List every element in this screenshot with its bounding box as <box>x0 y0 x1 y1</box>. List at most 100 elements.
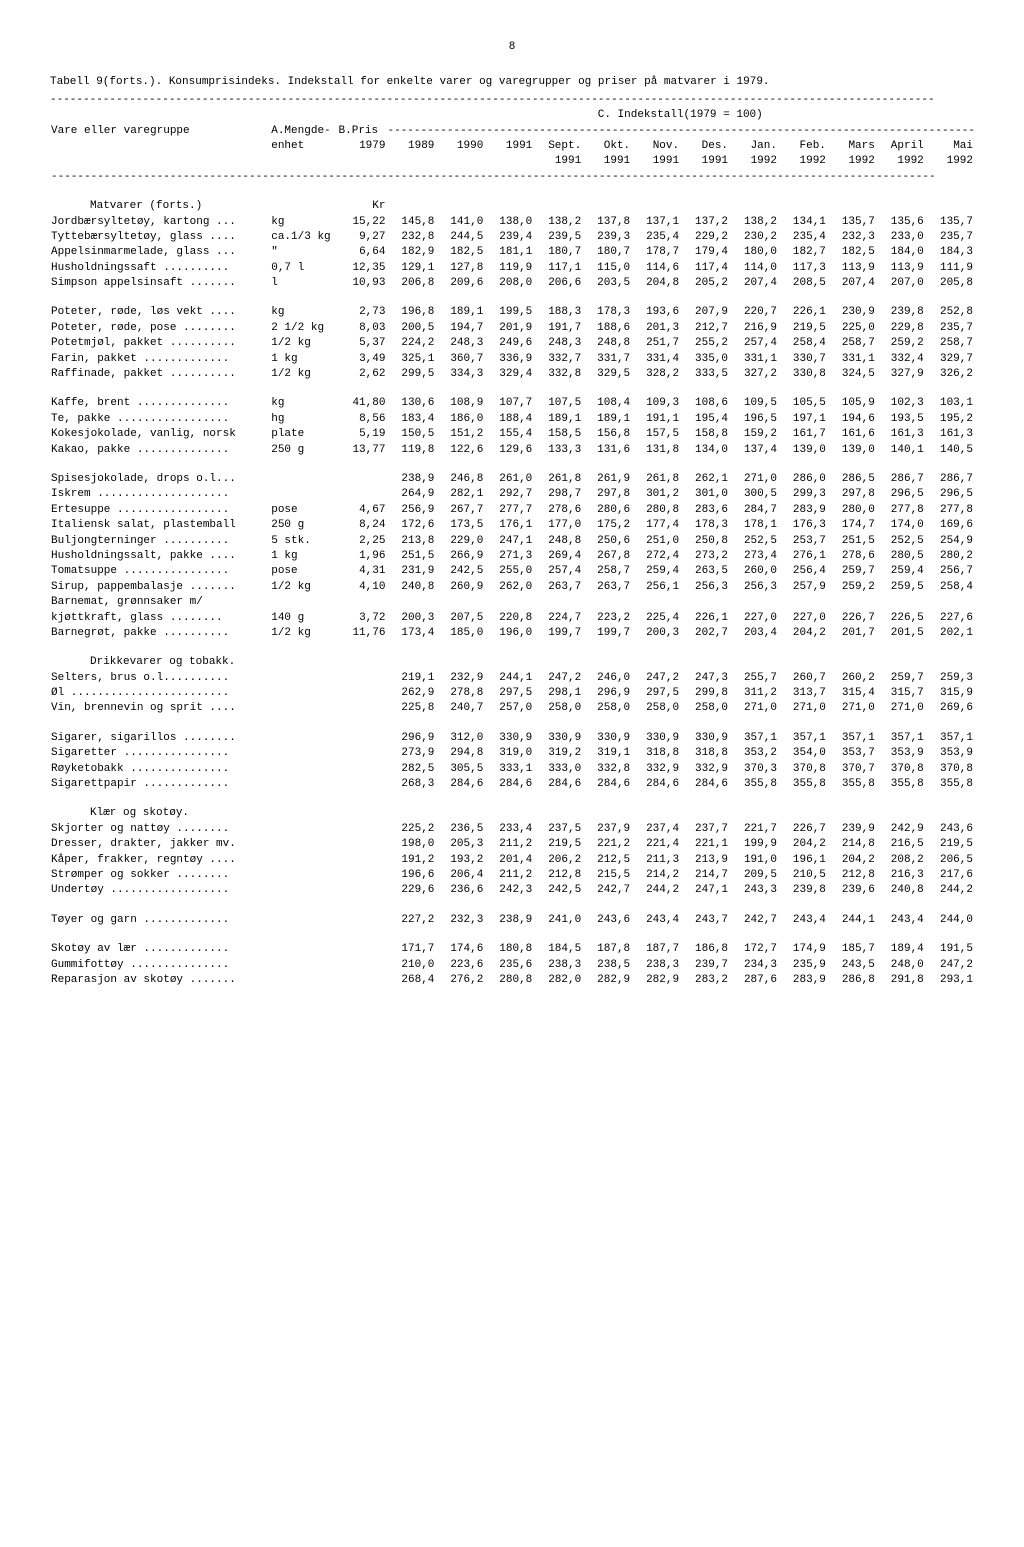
row-value: 194,6 <box>827 412 876 427</box>
row-value: 186,0 <box>435 412 484 427</box>
row-value: 260,0 <box>729 564 778 579</box>
row-value: 264,9 <box>386 487 435 502</box>
col-year: Feb. <box>778 139 827 154</box>
row-value: 207,4 <box>827 276 876 291</box>
row-value: 180,0 <box>729 245 778 260</box>
row-value: 211,2 <box>484 868 533 883</box>
row-value: 237,5 <box>533 822 582 837</box>
header-dashes: ----------------------------------------… <box>386 124 974 139</box>
row-value: 287,6 <box>729 973 778 988</box>
row-value: 236,5 <box>435 822 484 837</box>
row-value: 226,7 <box>778 822 827 837</box>
table-row: Simpson appelsinsaft .......l10,93206,82… <box>50 276 974 291</box>
row-value: 246,8 <box>435 472 484 487</box>
row-value: 280,8 <box>484 973 533 988</box>
row-value: 255,2 <box>680 336 729 351</box>
row-value: 239,4 <box>484 230 533 245</box>
row-value: 315,4 <box>827 686 876 701</box>
row-price: 10,93 <box>338 276 387 291</box>
row-value: 129,1 <box>386 261 435 276</box>
row-value: 357,1 <box>778 731 827 746</box>
row-value: 138,2 <box>729 215 778 230</box>
row-value: 282,9 <box>631 973 680 988</box>
unit-heading <box>338 655 387 670</box>
row-value: 233,4 <box>484 822 533 837</box>
row-value <box>533 595 582 610</box>
row-value: 268,3 <box>386 777 435 792</box>
row-value: 259,4 <box>876 564 925 579</box>
row-value: 197,1 <box>778 412 827 427</box>
row-value: 156,8 <box>582 427 631 442</box>
row-label: Simpson appelsinsaft ....... <box>50 276 270 291</box>
row-value: 242,5 <box>533 883 582 898</box>
row-label: Selters, brus o.l.......... <box>50 671 270 686</box>
table-row: Te, pakke .................hg8,56183,418… <box>50 412 974 427</box>
row-value: 198,0 <box>386 837 435 852</box>
row-value: 178,1 <box>729 518 778 533</box>
row-value: 332,9 <box>680 762 729 777</box>
row-value: 332,9 <box>631 762 680 777</box>
section-gap <box>50 717 974 731</box>
row-value: 292,7 <box>484 487 533 502</box>
row-value: 301,0 <box>680 487 729 502</box>
row-value: 370,3 <box>729 762 778 777</box>
table-row: Skotøy av lær .............171,7174,6180… <box>50 942 974 957</box>
row-price <box>338 762 387 777</box>
row-value: 211,2 <box>484 837 533 852</box>
row-value: 191,2 <box>386 853 435 868</box>
row-value: 107,7 <box>484 396 533 411</box>
row-value: 258,0 <box>533 701 582 716</box>
row-value: 214,2 <box>631 868 680 883</box>
row-value: 261,0 <box>484 472 533 487</box>
row-value: 211,3 <box>631 853 680 868</box>
row-value: 330,7 <box>778 352 827 367</box>
row-value: 139,0 <box>778 443 827 458</box>
row-label: Reparasjon av skotøy ....... <box>50 973 270 988</box>
row-value: 247,2 <box>631 671 680 686</box>
row-value <box>827 595 876 610</box>
row-value: 191,5 <box>925 942 974 957</box>
row-value: 244,5 <box>435 230 484 245</box>
row-value: 238,3 <box>631 958 680 973</box>
row-value <box>386 595 435 610</box>
row-label: Kokesjokolade, vanlig, norsk <box>50 427 270 442</box>
row-value: 244,1 <box>484 671 533 686</box>
col-year: Mai <box>925 139 974 154</box>
row-value: 331,7 <box>582 352 631 367</box>
row-value: 326,2 <box>925 367 974 382</box>
col-unit-b: enhet <box>270 139 337 154</box>
row-value: 299,3 <box>778 487 827 502</box>
row-value: 240,7 <box>435 701 484 716</box>
row-value: 234,3 <box>729 958 778 973</box>
row-value: 225,8 <box>386 701 435 716</box>
row-value: 158,8 <box>680 427 729 442</box>
row-value: 201,9 <box>484 321 533 336</box>
row-unit: pose <box>270 503 337 518</box>
header-row-index: C. Indekstall(1979 = 100) <box>50 108 974 123</box>
table-row: Selters, brus o.l..........219,1232,9244… <box>50 671 974 686</box>
table-row: Kokesjokolade, vanlig, norskplate5,19150… <box>50 427 974 442</box>
row-value: 296,5 <box>876 487 925 502</box>
row-price: 5,19 <box>338 427 387 442</box>
row-value: 357,1 <box>925 731 974 746</box>
row-value: 206,6 <box>533 276 582 291</box>
row-value: 225,4 <box>631 611 680 626</box>
row-value: 217,6 <box>925 868 974 883</box>
row-value: 241,0 <box>533 913 582 928</box>
row-value: 227,2 <box>386 913 435 928</box>
row-value: 315,9 <box>925 686 974 701</box>
section-heading: Klær og skotøy. <box>50 806 270 821</box>
row-value: 113,9 <box>827 261 876 276</box>
row-value: 330,9 <box>631 731 680 746</box>
row-unit: kg <box>270 215 337 230</box>
row-value: 171,7 <box>386 942 435 957</box>
row-value: 247,1 <box>484 534 533 549</box>
row-value: 184,5 <box>533 942 582 957</box>
row-value: 261,8 <box>533 472 582 487</box>
row-value: 256,9 <box>386 503 435 518</box>
table-row: Jordbærsyltetøy, kartong ...kg15,22145,8… <box>50 215 974 230</box>
row-value: 157,5 <box>631 427 680 442</box>
row-value: 155,4 <box>484 427 533 442</box>
row-value: 178,3 <box>582 305 631 320</box>
row-value: 103,1 <box>925 396 974 411</box>
